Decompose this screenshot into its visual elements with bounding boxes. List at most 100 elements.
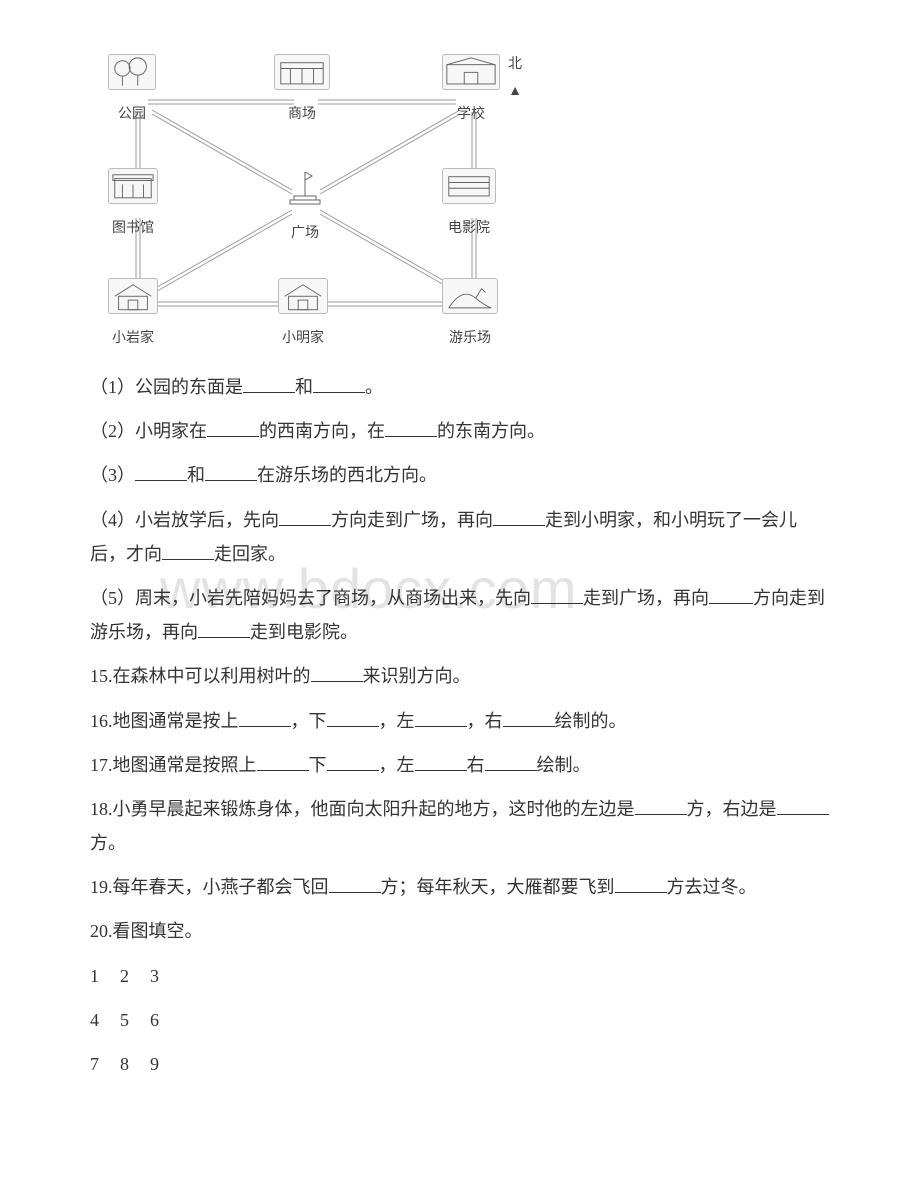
- node-school: 学校: [442, 54, 500, 129]
- node-park: 公园: [108, 54, 156, 129]
- text: ，左: [379, 755, 415, 775]
- blank: [531, 584, 583, 604]
- text: 方向走到广场，再向: [331, 510, 493, 530]
- node-label: 电影院: [442, 216, 496, 243]
- blank: [503, 707, 555, 727]
- q20-row3: 789: [90, 1047, 830, 1081]
- blank: [709, 584, 753, 604]
- text: ，左: [379, 711, 415, 731]
- node-label: 商场: [274, 102, 330, 129]
- text: 走到电影院。: [250, 622, 358, 642]
- q17: 17.地图通常是按照上 下 ，左 右 绘制。: [90, 748, 830, 782]
- blank: [329, 873, 381, 893]
- blank: [485, 751, 537, 771]
- node-label: 图书馆: [108, 216, 158, 243]
- house-icon: [278, 278, 328, 314]
- compass-north: 北 ▲: [508, 52, 522, 105]
- blank: [135, 462, 187, 482]
- cinema-icon: [442, 168, 496, 204]
- text: 。: [365, 377, 383, 397]
- blank: [415, 751, 467, 771]
- blank: [385, 417, 437, 437]
- node-label: 学校: [442, 102, 500, 129]
- q14-3: （3） 和 在游乐场的西北方向。: [90, 458, 830, 492]
- node-label: 游乐场: [442, 326, 498, 353]
- blank: [777, 795, 829, 815]
- text: 绘制的。: [555, 711, 627, 731]
- text: （4）小岩放学后，先向: [90, 510, 279, 530]
- text: （5）周末，小岩先陪妈妈去了商场，从商场出来，先向: [90, 588, 531, 608]
- cell: 7: [90, 1047, 120, 1081]
- text: 方，右边是: [687, 799, 777, 819]
- blank: [327, 707, 379, 727]
- cell: 3: [150, 959, 180, 993]
- q20-row1: 123: [90, 959, 830, 993]
- q19: 19.每年春天，小燕子都会飞回 方；每年秋天，大雁都要飞到 方去过冬。: [90, 870, 830, 904]
- cell: 8: [120, 1047, 150, 1081]
- cell: 9: [150, 1047, 180, 1081]
- text: 走回家。: [214, 544, 286, 564]
- cell: 1: [90, 959, 120, 993]
- node-label: 小岩家: [108, 326, 158, 353]
- park-icon: [108, 54, 156, 90]
- text: （2）小明家在: [90, 421, 207, 441]
- school-icon: [442, 54, 500, 90]
- q14-1: （1）公园的东面是 和 。: [90, 370, 830, 404]
- blank: [239, 707, 291, 727]
- blank: [313, 373, 365, 393]
- playground-icon: [442, 278, 498, 314]
- square-icon: [282, 168, 328, 208]
- text: 右: [467, 755, 485, 775]
- cell: 2: [120, 959, 150, 993]
- text: 19.每年春天，小燕子都会飞回: [90, 877, 329, 897]
- blank: [327, 751, 379, 771]
- text: 和: [295, 377, 313, 397]
- q14-2: （2）小明家在 的西南方向，在 的东南方向。: [90, 414, 830, 448]
- node-library: 图书馆: [108, 168, 158, 243]
- blank: [415, 707, 467, 727]
- blank: [257, 751, 309, 771]
- blank: [205, 462, 257, 482]
- text: 的西南方向，在: [259, 421, 385, 441]
- text: 走到广场，再向: [583, 588, 709, 608]
- node-playground: 游乐场: [442, 278, 498, 353]
- cell: 6: [150, 1003, 180, 1037]
- blank: [207, 417, 259, 437]
- text: 方去过冬。: [667, 877, 757, 897]
- text: ，右: [467, 711, 503, 731]
- node-label: 广场: [282, 221, 328, 248]
- blank: [493, 506, 545, 526]
- text: 在游乐场的西北方向。: [257, 465, 437, 485]
- blank: [198, 618, 250, 638]
- cell: 4: [90, 1003, 120, 1037]
- location-diagram: 北 ▲ 公园 商场 学校 图书馆 广场 电影院: [96, 50, 516, 360]
- q20-row2: 456: [90, 1003, 830, 1037]
- text: （3）: [90, 465, 135, 485]
- node-cinema: 电影院: [442, 168, 496, 243]
- text: （1）公园的东面是: [90, 377, 243, 397]
- text: 18.小勇早晨起来锻炼身体，他面向太阳升起的地方，这时他的左边是: [90, 799, 635, 819]
- node-label: 小明家: [278, 326, 328, 353]
- node-label: 公园: [108, 102, 156, 129]
- text: 绘制。: [537, 755, 591, 775]
- text: 下: [309, 755, 327, 775]
- text: 17.地图通常是按照上: [90, 755, 257, 775]
- q16: 16.地图通常是按上，下，左，右绘制的。: [90, 704, 830, 738]
- blank: [162, 540, 214, 560]
- text: 来识别方向。: [363, 666, 471, 686]
- text: 15.在森林中可以利用树叶的: [90, 666, 311, 686]
- compass-arrow-icon: ▲: [508, 84, 522, 99]
- q14-4: （4）小岩放学后，先向方向走到广场，再向走到小明家，和小明玩了一会儿后，才向走回…: [90, 503, 830, 571]
- text: 方；每年秋天，大雁都要飞到: [381, 877, 615, 897]
- blank: [279, 506, 331, 526]
- q18: 18.小勇早晨起来锻炼身体，他面向太阳升起的地方，这时他的左边是 方，右边是方。: [90, 792, 830, 860]
- text: 和: [187, 465, 205, 485]
- blank: [311, 663, 363, 683]
- text: 的东南方向。: [437, 421, 545, 441]
- blank: [615, 873, 667, 893]
- house-icon: [108, 278, 158, 314]
- cell: 5: [120, 1003, 150, 1037]
- compass-label: 北: [508, 57, 522, 72]
- text: 方。: [90, 833, 126, 853]
- text: ，下: [291, 711, 327, 731]
